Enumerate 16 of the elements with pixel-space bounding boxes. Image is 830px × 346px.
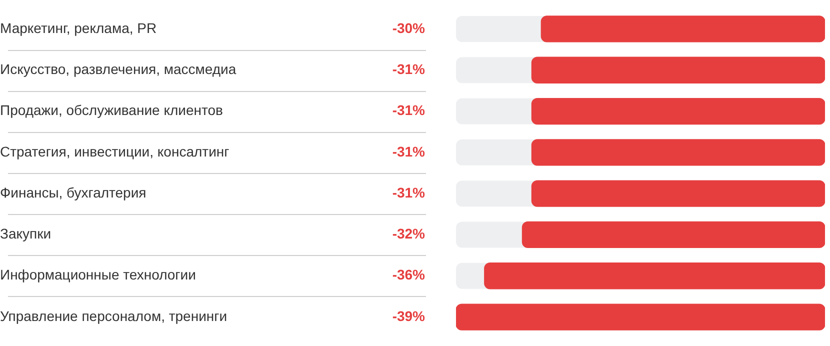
data-label: -39% xyxy=(392,308,426,324)
data-label: -31% xyxy=(392,143,426,160)
data-label: -30% xyxy=(392,20,426,36)
y-tick-label: Закупки xyxy=(0,226,52,242)
y-tick-label: Продажи, обслуживание клиентов xyxy=(0,102,223,118)
data-label: -31% xyxy=(392,102,426,118)
y-tick-label: Информационные технологии xyxy=(0,266,196,283)
data-label: -32% xyxy=(392,226,426,242)
y-tick-label: Маркетинг, реклама, PR xyxy=(0,20,157,36)
y-tick-label: Искусство, развлечения, массмедиа xyxy=(0,60,236,77)
data-label: -31% xyxy=(392,60,426,77)
data-label: -36% xyxy=(392,266,426,283)
y-tick-label: Стратегия, инвестиции, консалтинг xyxy=(0,143,230,160)
y-tick-label: Управление персоналом, тренинги xyxy=(0,308,228,324)
data-label: -31% xyxy=(392,184,426,200)
y-tick-label: Финансы, бухгалтерия xyxy=(0,184,146,200)
